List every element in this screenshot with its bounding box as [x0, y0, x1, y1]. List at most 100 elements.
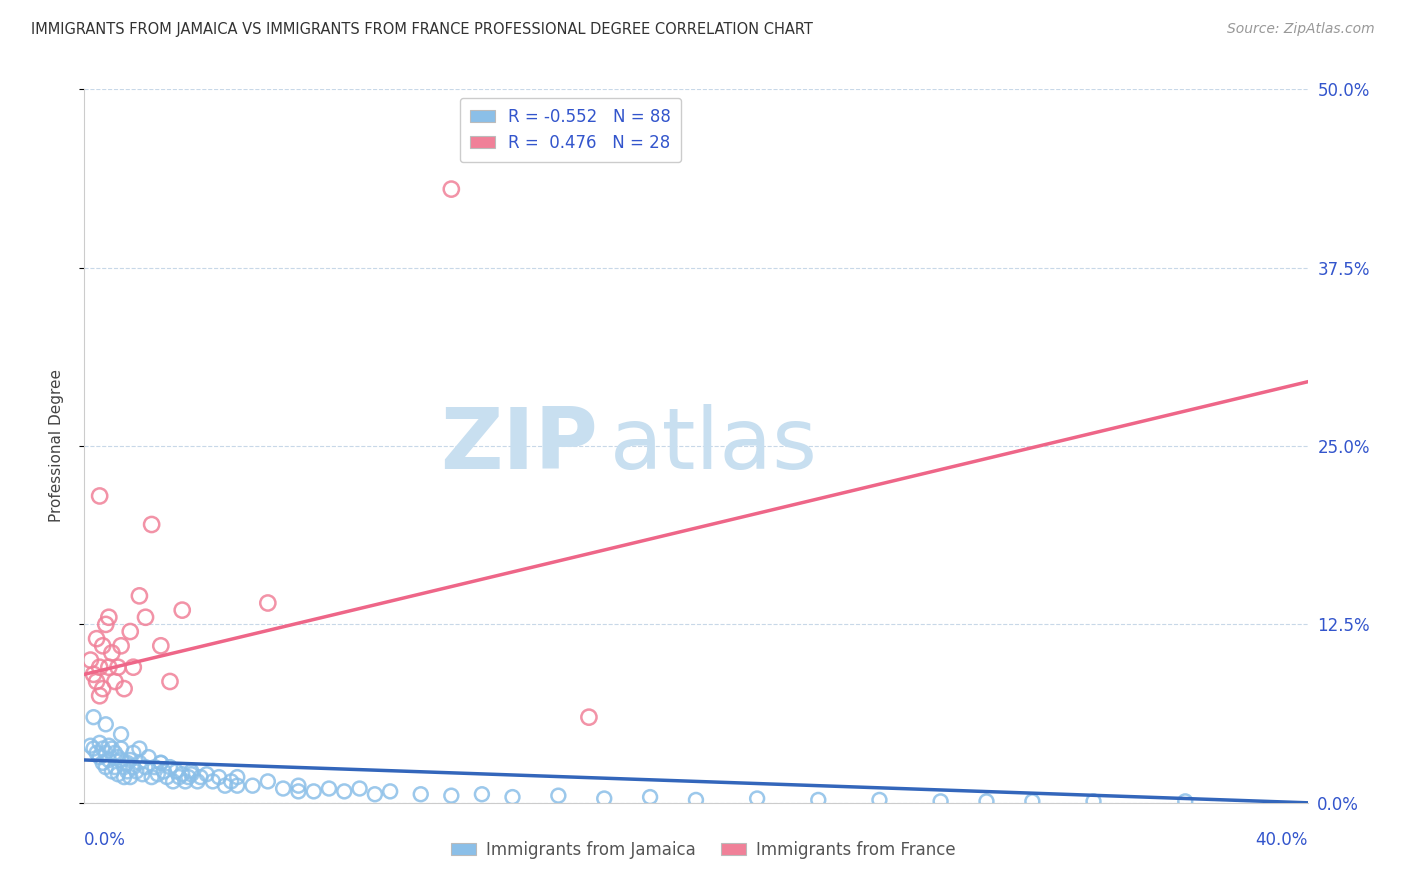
Point — [110, 741, 132, 756]
Point — [318, 781, 340, 796]
Point — [91, 681, 114, 696]
Point — [440, 789, 463, 803]
Point — [101, 646, 124, 660]
Point — [380, 784, 402, 798]
Point — [287, 779, 309, 793]
Point — [128, 589, 150, 603]
Point — [1174, 794, 1197, 808]
Point — [120, 753, 142, 767]
Point — [929, 794, 952, 808]
Point — [97, 610, 120, 624]
Point — [94, 760, 117, 774]
Point — [502, 790, 524, 805]
Point — [153, 764, 176, 779]
Point — [141, 517, 163, 532]
Point — [638, 790, 661, 805]
Point — [807, 793, 830, 807]
Point — [186, 774, 208, 789]
Point — [83, 667, 105, 681]
Point — [869, 793, 891, 807]
Point — [440, 182, 463, 196]
Point — [149, 756, 172, 770]
Point — [1021, 794, 1043, 808]
Point — [409, 787, 432, 801]
Point — [112, 681, 135, 696]
Point — [110, 639, 132, 653]
Point — [79, 653, 101, 667]
Point — [149, 639, 172, 653]
Point — [91, 756, 114, 770]
Point — [104, 746, 127, 760]
Point — [226, 770, 249, 784]
Text: 40.0%: 40.0% — [1256, 831, 1308, 849]
Point — [208, 770, 231, 784]
Text: Source: ZipAtlas.com: Source: ZipAtlas.com — [1227, 22, 1375, 37]
Point — [89, 489, 111, 503]
Point — [159, 674, 181, 689]
Point — [89, 660, 111, 674]
Point — [271, 781, 294, 796]
Point — [302, 784, 325, 798]
Point — [138, 750, 160, 764]
Point — [156, 770, 179, 784]
Point — [349, 781, 371, 796]
Point — [976, 794, 998, 808]
Point — [128, 741, 150, 756]
Text: 0.0%: 0.0% — [84, 831, 127, 849]
Point — [167, 770, 190, 784]
Point — [219, 774, 242, 789]
Point — [180, 767, 202, 781]
Point — [110, 753, 132, 767]
Point — [287, 784, 309, 798]
Point — [112, 760, 135, 774]
Point — [91, 639, 114, 653]
Point — [190, 770, 212, 784]
Point — [94, 746, 117, 760]
Point — [180, 764, 202, 779]
Point — [159, 760, 181, 774]
Legend: Immigrants from Jamaica, Immigrants from France: Immigrants from Jamaica, Immigrants from… — [444, 835, 962, 866]
Point — [547, 789, 569, 803]
Point — [125, 764, 148, 779]
Point — [172, 767, 194, 781]
Point — [97, 660, 120, 674]
Point — [333, 784, 356, 798]
Point — [135, 610, 157, 624]
Point — [242, 779, 264, 793]
Point — [120, 624, 142, 639]
Point — [141, 770, 163, 784]
Point — [86, 746, 108, 760]
Point — [101, 764, 124, 779]
Text: atlas: atlas — [610, 404, 818, 488]
Point — [195, 767, 218, 781]
Point — [257, 774, 280, 789]
Point — [122, 660, 145, 674]
Point — [107, 660, 129, 674]
Point — [89, 736, 111, 750]
Point — [257, 596, 280, 610]
Point — [86, 632, 108, 646]
Point — [364, 787, 387, 801]
Point — [578, 710, 600, 724]
Point — [174, 774, 197, 789]
Point — [122, 746, 145, 760]
Legend: R = -0.552   N = 88, R =  0.476   N = 28: R = -0.552 N = 88, R = 0.476 N = 28 — [460, 97, 681, 161]
Point — [128, 756, 150, 770]
Point — [94, 617, 117, 632]
Point — [1083, 794, 1105, 808]
Point — [162, 774, 184, 789]
Point — [685, 793, 707, 807]
Point — [97, 753, 120, 767]
Point — [146, 767, 169, 781]
Point — [89, 689, 111, 703]
Text: ZIP: ZIP — [440, 404, 598, 488]
Point — [201, 774, 224, 789]
Point — [94, 717, 117, 731]
Point — [83, 741, 105, 756]
Point — [122, 760, 145, 774]
Point — [79, 739, 101, 753]
Point — [83, 710, 105, 724]
Point — [149, 756, 172, 770]
Point — [471, 787, 494, 801]
Point — [120, 770, 142, 784]
